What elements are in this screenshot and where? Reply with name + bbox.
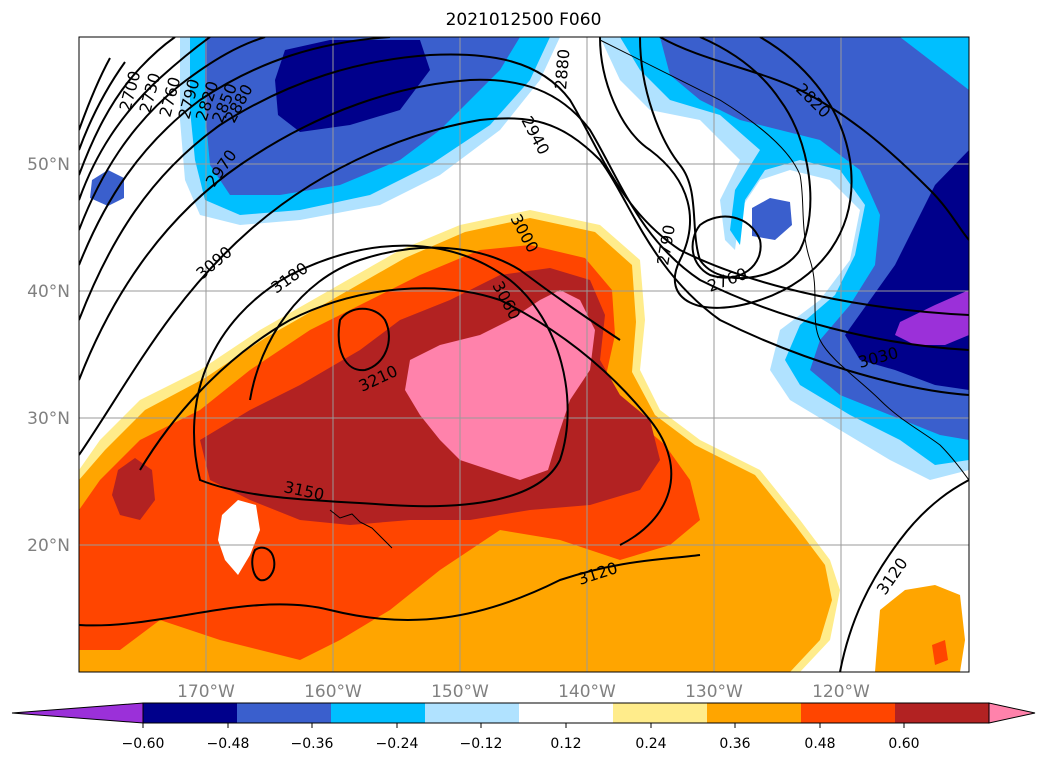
colorbar-tick-label: 0.60 [888, 736, 919, 752]
lat-tick-label: 30°N [27, 409, 70, 429]
contour-label: 2880 [551, 48, 573, 90]
colorbar-cell [895, 703, 990, 723]
lon-tick-label: 150°W [431, 682, 489, 702]
lat-tick-label: 40°N [27, 282, 70, 302]
colorbar-tick-label: 0.48 [804, 736, 835, 752]
lon-tick-label: 130°W [685, 682, 743, 702]
map-plot-area [79, 37, 969, 672]
lat-tick-label: 50°N [27, 155, 70, 175]
colorbar-tick-label: 0.36 [719, 736, 750, 752]
lon-tick-label: 140°W [558, 682, 616, 702]
anomaly-fill-firebrick-small [112, 458, 155, 520]
colorbar-cell [519, 703, 614, 723]
lon-axis: 170°W 160°W 150°W 140°W 130°W 120°W [177, 682, 870, 702]
colorbar-cell [143, 703, 238, 723]
colorbar-tick-label: −0.12 [460, 736, 503, 752]
colorbar-ticks: −0.60 −0.48 −0.36 −0.24 −0.12 0.12 0.24 … [122, 723, 920, 752]
colorbar-cell [425, 703, 520, 723]
graticule [79, 37, 969, 672]
map-frame [78, 36, 970, 673]
colorbar-cell [707, 703, 802, 723]
colorbar-extend-right [988, 702, 1036, 724]
colorbar-tick-label: −0.60 [122, 736, 165, 752]
colorbar-cell [801, 703, 896, 723]
anomaly-fill-ne-royal-blob [752, 198, 792, 240]
colorbar-cell [613, 703, 708, 723]
colorbar-extend-left [11, 702, 144, 724]
anomaly-fill-se-red [932, 640, 948, 665]
colorbar-tick-label: −0.24 [376, 736, 419, 752]
anomaly-fill-ne-purple [895, 290, 969, 345]
anomaly-fill-blue-small [90, 170, 124, 206]
anomaly-fill-white-hole [218, 500, 260, 575]
height-contours [79, 37, 969, 672]
colorbar-tick-label: −0.36 [291, 736, 334, 752]
lon-tick-label: 120°W [812, 682, 870, 702]
anomaly-fill-pink [405, 290, 595, 480]
anomaly-fill-navy [275, 40, 430, 132]
coastlines [329, 39, 969, 549]
colorbar-tick-label: 0.12 [550, 736, 581, 752]
lon-tick-label: 160°W [304, 682, 362, 702]
map-title: 2021012500 F060 [445, 10, 602, 30]
colorbar-cell [237, 703, 332, 723]
lon-tick-label: 170°W [177, 682, 235, 702]
colorbar-cell [331, 703, 426, 723]
lat-tick-label: 20°N [27, 536, 70, 556]
colorbar-tick-label: −0.48 [207, 736, 250, 752]
lat-axis: 50°N 40°N 30°N 20°N [27, 155, 70, 556]
colorbar: −0.60 −0.48 −0.36 −0.24 −0.12 0.12 0.24 … [11, 702, 1036, 752]
colorbar-tick-label: 0.24 [635, 736, 666, 752]
